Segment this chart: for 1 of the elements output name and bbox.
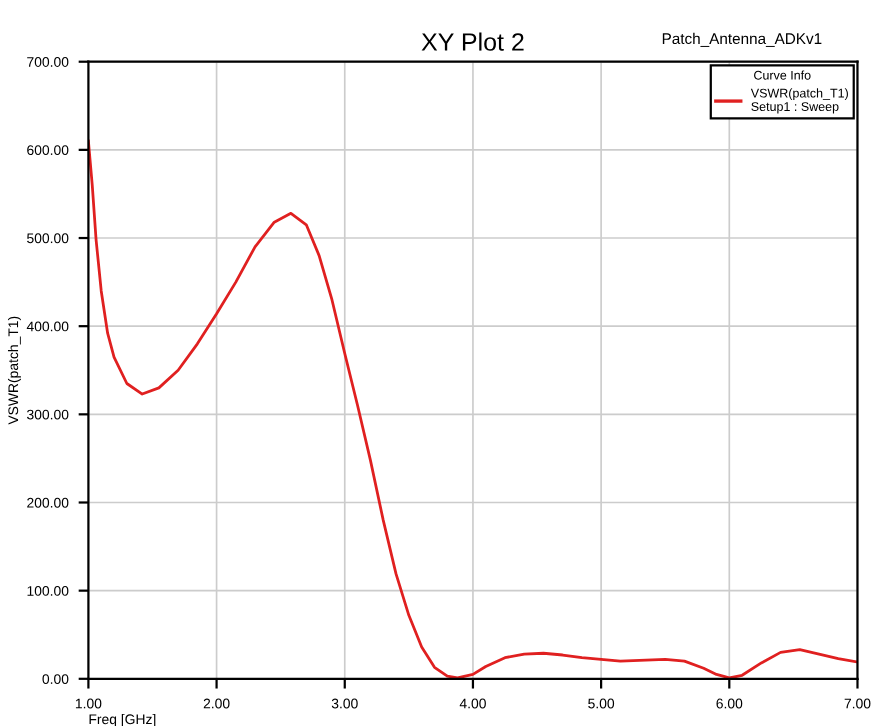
chart-title: XY Plot 2 xyxy=(421,32,524,51)
